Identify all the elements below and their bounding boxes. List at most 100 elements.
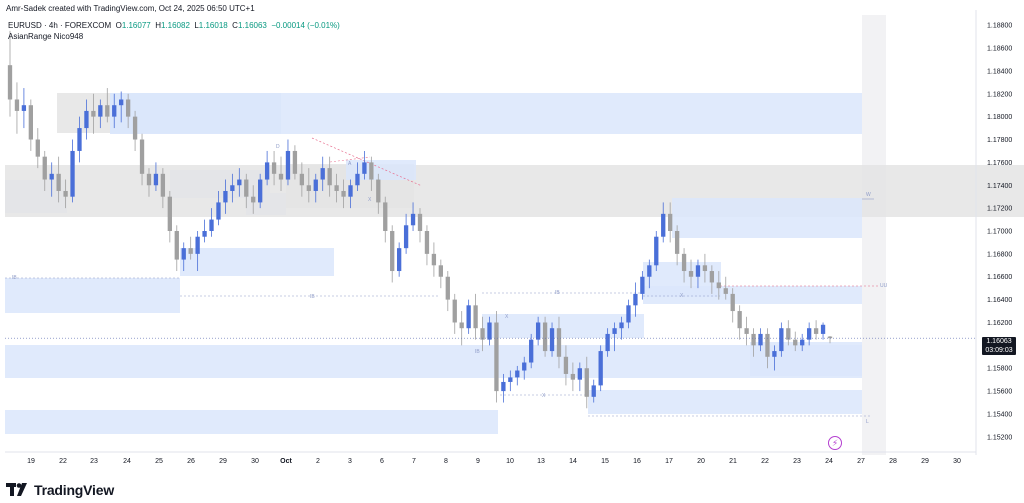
price-chart[interactable]: D IB IB IB IB X X X X W UU L A 1.18800 1.18600 1.18400… — [0, 0, 1024, 475]
price-tick-label: 1.17200 — [987, 206, 1012, 213]
candle-body — [508, 377, 513, 382]
time-tick-label: 16 — [633, 458, 641, 465]
candle-body — [376, 179, 381, 203]
candle — [209, 208, 214, 237]
candle-body — [112, 105, 117, 117]
candle-body — [556, 328, 562, 357]
time-tick-label: 7 — [412, 458, 416, 465]
candle-body — [160, 173, 166, 197]
trend-line — [329, 156, 371, 163]
candle — [529, 333, 534, 369]
candle — [174, 225, 179, 272]
time-tick-label: 24 — [825, 458, 833, 465]
zone-box — [5, 278, 180, 313]
candle-body — [271, 162, 277, 174]
candle — [542, 316, 548, 357]
candle — [688, 259, 694, 289]
price-tick-label: 1.15800 — [987, 366, 1012, 373]
tradingview-logo[interactable]: TradingView — [6, 480, 114, 500]
candle — [786, 320, 791, 346]
candle — [35, 128, 40, 169]
last-price-badge: 1.16063 03:09:03 — [982, 337, 1016, 355]
candle — [49, 162, 54, 197]
candle — [695, 259, 701, 289]
candle-body — [445, 276, 450, 300]
candle — [153, 162, 159, 191]
candle-body — [598, 351, 603, 386]
candle — [674, 225, 680, 266]
candle-body — [299, 173, 305, 186]
time-tick-label: 22 — [59, 458, 67, 465]
candle — [28, 99, 34, 151]
time-tick-label: 2 — [316, 458, 320, 465]
candle — [793, 331, 798, 352]
candle — [765, 328, 770, 369]
candle — [42, 150, 47, 191]
time-axis: 19 22 23 24 25 26 29 30 Oct 2 3 6 7 8 9 10 13 14 15 16 17 20 2… — [27, 458, 961, 465]
candle — [452, 293, 457, 334]
candle-body — [216, 202, 221, 220]
chart-area[interactable]: D IB IB IB IB X X X X W UU L A 1.18800 1.18600 1.18400… — [0, 0, 1024, 475]
candle-body — [327, 168, 332, 186]
candle — [417, 208, 423, 243]
time-tick-label: 25 — [155, 458, 163, 465]
candle — [376, 173, 381, 214]
candle-body — [98, 105, 103, 117]
price-tick-label: 1.17800 — [987, 137, 1012, 144]
candle — [306, 168, 311, 203]
candle — [119, 91, 124, 123]
candle — [605, 328, 610, 357]
candle-body — [542, 322, 548, 352]
candle — [91, 93, 96, 134]
candle — [744, 316, 749, 346]
candle — [709, 265, 715, 294]
candle — [737, 305, 742, 340]
candle-body — [758, 333, 763, 346]
candle-body — [612, 328, 617, 334]
candle-body — [709, 271, 715, 283]
candle — [480, 316, 485, 352]
candle — [278, 156, 284, 191]
candle — [626, 299, 631, 329]
candle — [63, 179, 68, 209]
candle — [445, 271, 450, 312]
candle — [473, 293, 478, 340]
candle-body — [91, 110, 96, 117]
last-price-value: 1.16063 — [986, 338, 1012, 345]
candle-body — [806, 328, 812, 340]
candle-body — [167, 196, 172, 231]
candle — [160, 168, 166, 209]
candle-body — [681, 253, 687, 272]
candle-body — [820, 324, 826, 334]
candle-body — [383, 202, 388, 231]
zone-label-layer: D IB IB IB IB X X X X W UU L A — [12, 144, 888, 425]
candle — [258, 173, 263, 209]
candle — [264, 150, 270, 186]
legend-symbol[interactable]: EURUSD · 4h · FOREXCOM — [8, 21, 112, 30]
price-tick-label: 1.15400 — [987, 411, 1012, 418]
time-tick-label: 26 — [187, 458, 195, 465]
legend-indicator[interactable]: AsianRange Nico948 — [8, 32, 84, 41]
price-tick-label: 1.17600 — [987, 160, 1012, 167]
candle — [139, 133, 145, 186]
candle-body — [153, 173, 159, 186]
candle-body — [563, 356, 569, 374]
candle-body — [403, 225, 409, 249]
candle-body — [417, 213, 423, 231]
candle-body — [730, 293, 735, 312]
legend-ohlc: EURUSD · 4h · FOREXCOM O1.16077 H1.16082… — [8, 21, 340, 30]
candle — [216, 190, 221, 226]
candle-body — [793, 339, 798, 346]
zone-box — [672, 198, 862, 238]
candle-body — [244, 179, 249, 197]
candle — [806, 322, 812, 346]
candle-body — [654, 236, 659, 266]
candle — [383, 196, 388, 243]
candle — [800, 333, 805, 352]
candle — [619, 316, 624, 340]
lightning-icon[interactable]: ⚡ — [828, 436, 842, 450]
candle — [612, 322, 617, 352]
candle — [70, 139, 75, 203]
candle — [14, 82, 20, 134]
candle-body — [535, 322, 541, 340]
